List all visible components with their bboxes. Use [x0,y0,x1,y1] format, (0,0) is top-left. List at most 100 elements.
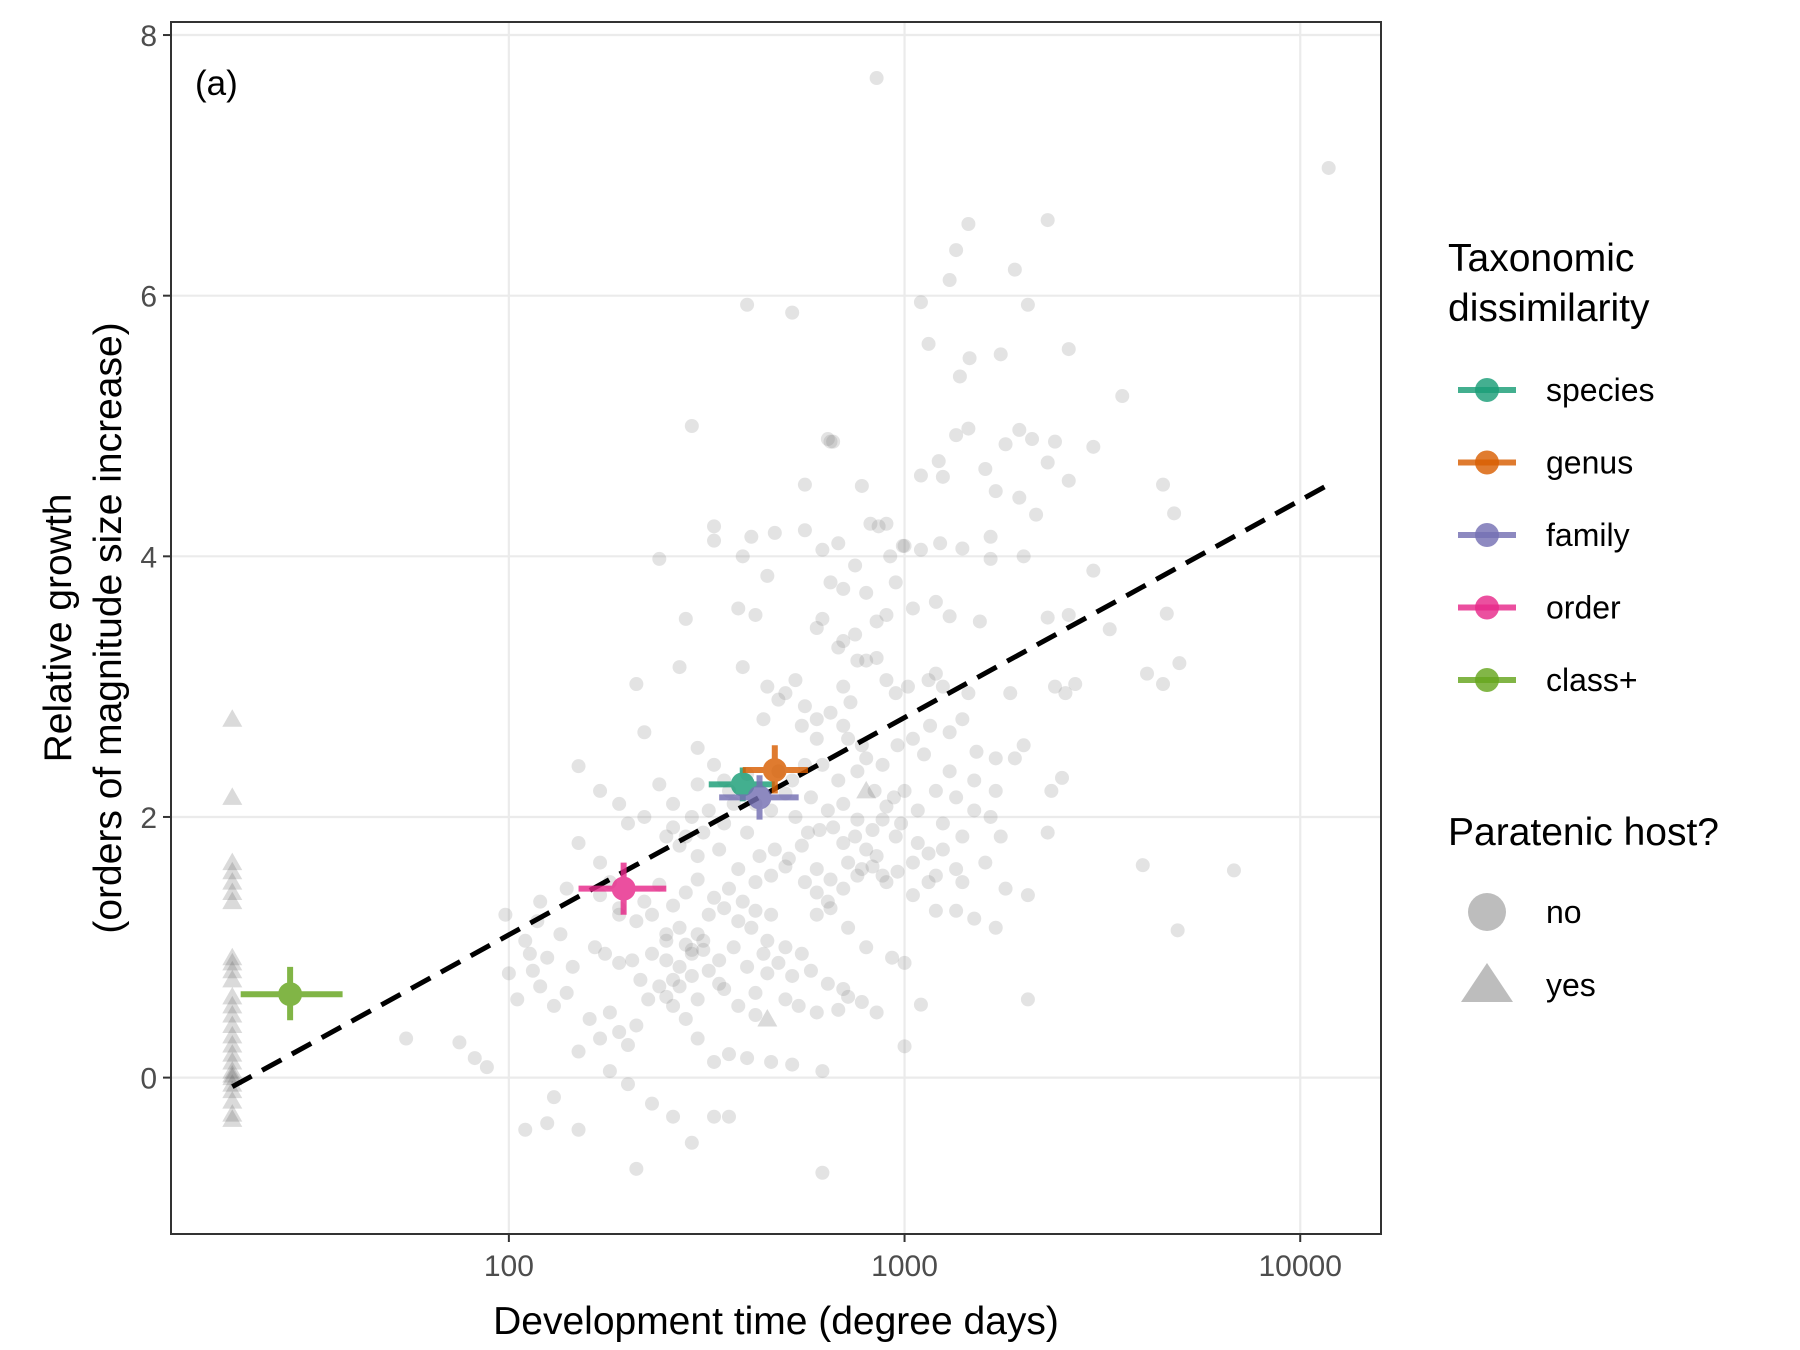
point-no-paratenic [875,812,890,827]
summary-point-genus [742,745,808,794]
point-no-paratenic [869,71,884,86]
point-no-paratenic [684,968,699,983]
point-no-paratenic [955,712,970,727]
point-no-paratenic [1226,863,1241,878]
point-no-paratenic [1086,439,1101,454]
point-no-paratenic [637,894,652,909]
point-no-paratenic [760,568,775,583]
point-no-paratenic [633,972,648,987]
point-no-paratenic [602,1064,617,1079]
grid-lines [171,22,1381,1234]
point-no-paratenic [717,901,732,916]
point-no-paratenic [690,992,705,1007]
point-no-paratenic [942,609,957,624]
point-no-paratenic [967,803,982,818]
point-no-paratenic [865,859,880,874]
point-paratenic [222,1067,243,1086]
legend-key-marker [1475,668,1499,692]
point-no-paratenic [778,686,793,701]
point-no-paratenic [949,903,964,918]
point-no-paratenic [760,679,775,694]
point-no-paratenic [1061,607,1076,622]
point-no-paratenic [797,477,812,492]
point-no-paratenic [869,614,884,629]
point-no-paratenic [928,594,943,609]
point-no-paratenic [1159,606,1174,621]
point-no-paratenic [897,955,912,970]
point-no-paratenic [518,1122,533,1137]
point-no-paratenic [983,809,998,824]
legend-color-title-line2: dissimilarity [1448,287,1650,330]
point-no-paratenic [740,959,755,974]
legend-item-label: genus [1546,445,1633,481]
point-no-paratenic [1012,422,1027,437]
point-no-paratenic [820,976,835,991]
point-no-paratenic [744,529,759,544]
point-no-paratenic [815,757,830,772]
legend-item-family: family [1458,517,1630,553]
point-no-paratenic [905,888,920,903]
point-no-paratenic [867,783,882,798]
point-no-paratenic [815,1064,830,1079]
point-no-paratenic [672,979,687,994]
point-no-paratenic [735,894,750,909]
point-no-paratenic [836,981,851,996]
point-no-paratenic [955,829,970,844]
legend-shape-title: Paratenic host? [1448,811,1719,854]
point-no-paratenic [652,551,667,566]
point-no-paratenic [701,907,716,922]
point-no-paratenic [659,989,674,1004]
point-no-paratenic [1040,610,1055,625]
point-no-paratenic [690,740,705,755]
point-no-paratenic [764,907,779,922]
point-no-paratenic [1058,686,1073,701]
axes: 0 2 4 6 8 100 1000 10000 [140,20,1342,1283]
legend-item-label: order [1546,590,1621,626]
point-no-paratenic [756,946,771,961]
summary-point-class-plus [240,966,343,1021]
point-no-paratenic [928,903,943,918]
point-no-paratenic [921,336,936,351]
point-paratenic [222,1080,243,1099]
legend-key-marker [1475,523,1499,547]
point-no-paratenic [879,799,894,814]
legend-paratenic-host: Paratenic host? no yes [1448,811,1719,1003]
point-no-paratenic [593,1031,608,1046]
point-no-paratenic [794,718,809,733]
panel-label: (a) [195,64,238,103]
point-no-paratenic [935,842,950,857]
point-no-paratenic [479,1060,494,1075]
point-no-paratenic [666,998,681,1013]
point-no-paratenic [890,738,905,753]
trend-line-group [231,482,1330,1089]
point-no-paratenic [625,953,640,968]
point-no-paratenic [820,894,835,909]
point-no-paratenic [1044,783,1059,798]
summary-point-family [719,775,799,820]
point-no-paratenic [1025,432,1040,447]
summary-point-species [708,767,775,802]
point-no-paratenic [553,927,568,942]
point-no-paratenic [510,992,525,1007]
point-no-paratenic [593,783,608,798]
point-no-paratenic [602,1005,617,1020]
point-no-paratenic [836,581,851,596]
point-no-paratenic [620,1038,635,1053]
point-no-paratenic [672,920,687,935]
point-no-paratenic [812,823,827,837]
data-points [222,71,1336,1180]
point-no-paratenic [748,1008,763,1023]
point-paratenic [222,960,243,979]
point-paratenic [222,995,243,1014]
point-no-paratenic [831,640,846,655]
point-no-paratenic [905,855,920,870]
point-no-paratenic [820,803,835,818]
point-no-paratenic [559,881,574,896]
legend-shape-label: yes [1546,967,1596,1003]
point-no-paratenic [690,777,705,792]
summary-marker [730,772,755,797]
point-no-paratenic [879,516,894,531]
point-no-paratenic [690,849,705,864]
point-no-paratenic [955,875,970,890]
point-no-paratenic [666,796,681,811]
